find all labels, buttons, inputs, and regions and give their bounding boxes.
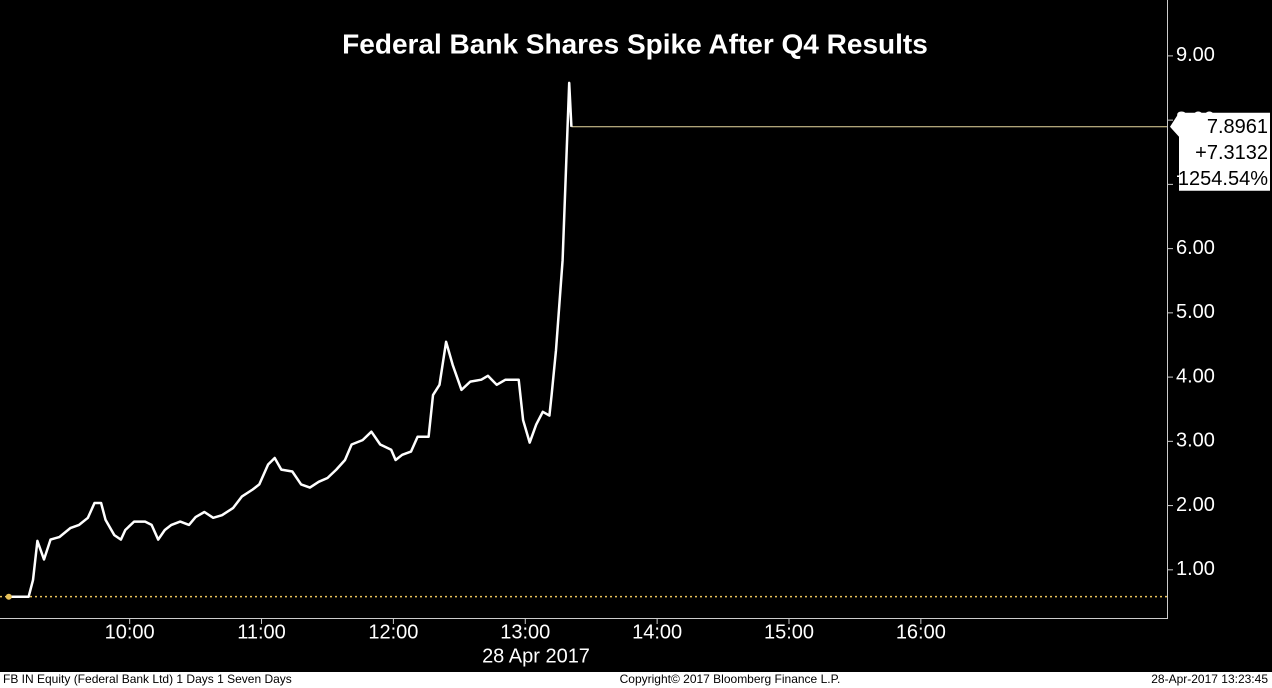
y-tick-label: 5.00 (1176, 301, 1215, 323)
price-line (8, 81, 573, 599)
last-value-label: +7.3132 (1195, 142, 1268, 164)
footer-right: 28-Apr-2017 13:23:45 (1151, 672, 1268, 686)
x-axis-label: 28 Apr 2017 (482, 645, 590, 667)
footer-bar (0, 672, 1272, 688)
start-point (5, 593, 12, 600)
footer-left: FB IN Equity (Federal Bank Ltd) 1 Days 1… (3, 672, 292, 686)
x-tick-label: 11:00 (237, 621, 286, 643)
x-tick-label: 12:00 (368, 621, 418, 643)
x-tick-label: 13:00 (500, 621, 550, 643)
x-tick-label: 16:00 (896, 621, 946, 643)
last-value-box (1170, 112, 1270, 191)
x-tick-label: 10:00 (105, 621, 155, 643)
y-tick-label: 2.00 (1176, 494, 1215, 516)
footer-center: Copyright© 2017 Bloomberg Finance L.P. (620, 672, 841, 686)
last-value-label: 1254.54% (1178, 168, 1268, 190)
chart-title: Federal Bank Shares Spike After Q4 Resul… (342, 28, 928, 59)
y-tick-label: 1.00 (1176, 558, 1215, 580)
x-tick-label: 14:00 (632, 621, 682, 643)
last-value-label: 7.8961 (1207, 116, 1268, 138)
y-tick-label: 6.00 (1176, 237, 1215, 259)
y-tick-label: 3.00 (1176, 430, 1215, 452)
x-tick-label: 15:00 (764, 621, 814, 643)
y-tick-label: 4.00 (1176, 365, 1215, 387)
y-tick-label: 9.00 (1176, 44, 1215, 66)
